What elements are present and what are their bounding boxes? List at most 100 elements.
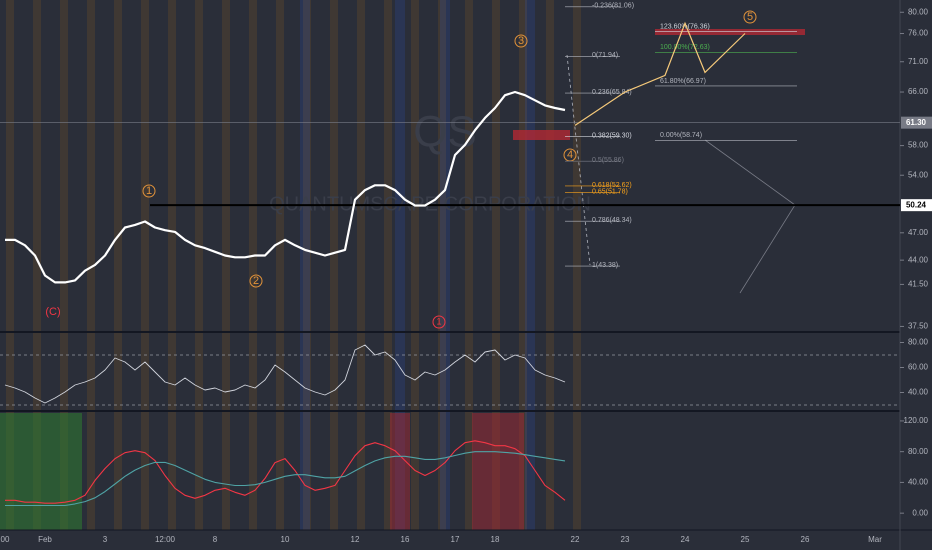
fib-label: 0(71.94): [592, 52, 618, 59]
stripe: [411, 0, 419, 530]
stripe: [519, 0, 527, 530]
x-tick-label: 25: [741, 535, 750, 544]
watermark: QS: [413, 108, 477, 157]
price-line: [5, 440, 566, 504]
price-line: [5, 451, 566, 507]
price-tag: [901, 116, 932, 129]
stripe: [384, 0, 392, 530]
stripe: [330, 0, 338, 530]
wave-circle: [432, 315, 446, 329]
stripe: [87, 0, 95, 530]
y-tick-label: 40.00: [908, 478, 929, 487]
y-tick-label: 66.00: [908, 87, 929, 96]
y-tick-label: 76.00: [908, 29, 929, 38]
fib-label: 0.786(48.34): [592, 217, 632, 224]
zone-box: [655, 29, 805, 35]
fib-label: -0.236(81.06): [592, 3, 634, 10]
x-tick-label: 12: [351, 535, 360, 544]
fib-label: 0.5(55.86): [592, 157, 624, 164]
x-tick-label: 23: [621, 535, 630, 544]
projection-path: [574, 21, 746, 126]
x-tick-label: 10: [281, 535, 290, 544]
zone-box: [513, 130, 570, 140]
wave-label: 4: [567, 149, 573, 161]
green-zone: [0, 413, 82, 530]
stripe: [525, 0, 535, 530]
x-tick-label: 24: [681, 535, 690, 544]
x-tick-label: Mar: [868, 535, 882, 544]
fib-extension-label: 100.00%(72.63): [660, 44, 710, 51]
wave-label: 1: [146, 185, 152, 197]
wave-circle: [249, 274, 263, 288]
price-tag-label: 50.24: [906, 200, 927, 209]
red-zone: [472, 413, 524, 530]
stripe: [395, 0, 405, 530]
stripe: [168, 0, 176, 530]
stripe: [60, 0, 68, 530]
price-line: [5, 90, 566, 284]
wave-label: (C): [45, 306, 60, 318]
y-tick-label: 80.00: [908, 338, 929, 347]
fib-extension-label: 0.00%(58.74): [660, 132, 702, 139]
stripe: [546, 0, 554, 530]
y-tick-label: 80.00: [908, 7, 929, 16]
x-tick-label: Feb: [38, 535, 52, 544]
stripe: [357, 0, 365, 530]
y-tick-label: 58.00: [908, 141, 929, 150]
x-tick-label: 16: [401, 535, 410, 544]
stripe: [300, 0, 310, 530]
wave-circle: [514, 34, 528, 48]
x-tick-label: 3: [103, 535, 108, 544]
x-tick-label: 18: [491, 535, 500, 544]
stripe: [573, 0, 581, 530]
y-tick-label: 71.00: [908, 57, 929, 66]
stripe: [195, 0, 203, 530]
y-tick-label: 0.00: [912, 508, 928, 517]
x-tick-label: 22: [571, 535, 580, 544]
x-tick-label: 8: [213, 535, 218, 544]
x-tick-label: 00: [1, 535, 10, 544]
stripe: [438, 0, 446, 530]
stripe: [492, 0, 500, 530]
wave-label: 2: [253, 275, 259, 287]
x-tick-label: 26: [801, 535, 810, 544]
price-line: [4, 344, 566, 404]
wave-label: 3: [518, 35, 524, 47]
y-tick-label: 60.00: [908, 363, 929, 372]
wave-label: 5: [747, 11, 753, 23]
fib-label: 0.618(52.62): [592, 182, 632, 189]
y-tick-label: 47.00: [908, 228, 929, 237]
y-tick-label: 44.00: [908, 255, 929, 264]
wave-label: 1: [436, 316, 441, 326]
y-tick-label: 37.50: [908, 322, 929, 331]
red-zone: [390, 413, 410, 530]
y-tick-label: 40.00: [908, 388, 929, 397]
stripe: [141, 0, 149, 530]
y-tick-label: 54.00: [908, 170, 929, 179]
price-tag-label: 61.30: [906, 118, 927, 127]
fib-label: 0.65(51.78): [592, 188, 628, 195]
session-stripes: [6, 0, 581, 530]
y-tick-label: 80.00: [908, 447, 929, 456]
fib-trend: [566, 54, 591, 266]
stripe: [222, 0, 230, 530]
x-tick-label: 17: [451, 535, 460, 544]
wave-circle: [142, 184, 156, 198]
wave-labels: 1 2 3 4 5 (C) 1: [45, 10, 757, 329]
fib-extension-label: 61.80%(66.97): [660, 78, 706, 85]
stripe: [249, 0, 257, 530]
stripe: [303, 0, 311, 530]
fib-label: 1(43.38): [592, 262, 618, 269]
fib-label: 0.382(59.30): [592, 132, 632, 139]
price-tag: [901, 199, 932, 212]
stripe: [440, 0, 450, 530]
y-tick-label: 120.00: [904, 416, 929, 425]
x-tick-label: 12:00: [155, 535, 176, 544]
y-tick-label: 41.50: [908, 280, 929, 289]
stripe: [33, 0, 41, 530]
stripe: [276, 0, 284, 530]
fib-label: 0.236(65.84): [592, 89, 632, 96]
